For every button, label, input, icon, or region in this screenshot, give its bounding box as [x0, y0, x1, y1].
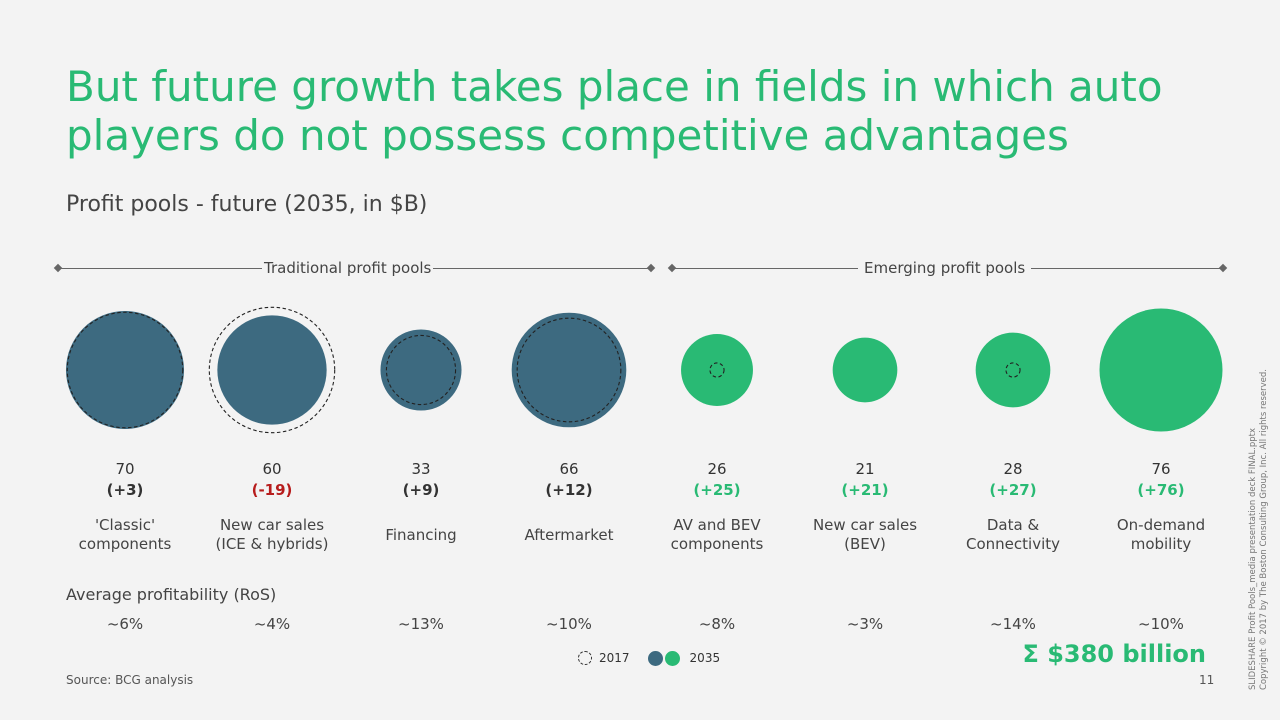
- delta-7: (+76): [1137, 481, 1185, 499]
- bubble-2017-outline-2: [385, 334, 457, 406]
- value-2035-6: 28: [1003, 460, 1023, 478]
- category-label-2: Financing: [346, 514, 496, 556]
- bubble-2035-2: [380, 329, 462, 411]
- legend-2035-traditional-swatch: [647, 650, 663, 666]
- legend-2017-swatch: [578, 651, 592, 665]
- bubble-2035-7: [1099, 308, 1223, 432]
- delta-5: (+21): [841, 481, 889, 499]
- bubble-2035-6: [975, 332, 1051, 408]
- bubble-2035-1: [217, 315, 327, 425]
- value-2035-2: 33: [411, 460, 431, 478]
- source-note: Source: BCG analysis: [66, 673, 194, 687]
- bubble-2035-4: [681, 334, 753, 406]
- delta-4: (+25): [693, 481, 741, 499]
- chart-subtitle: Profit pools - future (2035, in $B): [66, 192, 428, 217]
- copyright-line: SLIDESHARE Profit Pools_media presentati…: [1248, 427, 1258, 690]
- ros-value-4: ~8%: [698, 615, 736, 633]
- ros-value-3: ~10%: [546, 615, 592, 633]
- category-label-3: Aftermarket: [494, 514, 644, 556]
- ros-value-2: ~13%: [398, 615, 444, 633]
- delta-6: (+27): [989, 481, 1037, 499]
- delta-3: (+12): [545, 481, 593, 499]
- bubble-2035-3: [511, 312, 627, 428]
- bubble-2035-0: [65, 310, 185, 430]
- emerging-group-label: Emerging profit pools: [858, 259, 1032, 277]
- value-2035-1: 60: [262, 460, 282, 478]
- delta-2: (+9): [402, 481, 440, 499]
- ros-value-5: ~3%: [846, 615, 884, 633]
- bubble-2017-outline-3: [516, 317, 622, 423]
- legend-2035-emerging-swatch: [664, 650, 680, 666]
- category-label-6: Data & Connectivity: [938, 514, 1088, 556]
- ros-heading: Average profitability (RoS): [66, 585, 277, 604]
- category-label-4: AV and BEV components: [642, 514, 792, 556]
- traditional-group-label: Traditional profit pools: [262, 259, 434, 277]
- category-label-text: New car sales (BEV): [812, 516, 918, 553]
- category-label-5: New car sales (BEV): [790, 514, 940, 556]
- category-label-text: 'Classic' components: [78, 516, 172, 553]
- bubble-2017-outline-0: [66, 311, 184, 429]
- category-label-1: New car sales (ICE & hybrids): [197, 514, 347, 556]
- bubble-2017-outline-4: [709, 362, 725, 378]
- delta-1: (-19): [251, 481, 293, 499]
- page-title: But future growth takes place in fields …: [66, 62, 1163, 160]
- bubble-2017-outline-1: [208, 306, 336, 434]
- value-2035-7: 76: [1151, 460, 1171, 478]
- page-number: 11: [1199, 673, 1215, 687]
- category-label-0: 'Classic' components: [50, 514, 200, 556]
- ros-value-1: ~4%: [253, 615, 291, 633]
- bubble-chart: [65, 306, 1223, 434]
- legend: 2017 2035: [578, 648, 720, 668]
- category-label-text: Financing: [385, 525, 457, 544]
- category-label-text: Aftermarket: [524, 525, 614, 544]
- category-label-text: New car sales (ICE & hybrids): [215, 516, 329, 553]
- bubble-2017-outline-6: [1005, 362, 1021, 378]
- ros-value-7: ~10%: [1138, 615, 1184, 633]
- value-2035-0: 70: [115, 460, 135, 478]
- copyright-note: SLIDESHARE Profit Pools_media presentati…: [1248, 368, 1270, 690]
- ros-value-0: ~6%: [106, 615, 144, 633]
- value-2035-5: 21: [855, 460, 875, 478]
- copyright-line: Copyright © 2017 by The Boston Consultin…: [1259, 368, 1269, 690]
- category-label-text: Data & Connectivity: [966, 516, 1060, 553]
- category-label-text: On-demand mobility: [1116, 516, 1206, 553]
- legend-2017-label: 2017: [599, 651, 630, 665]
- delta-0: (+3): [106, 481, 144, 499]
- ros-value-6: ~14%: [990, 615, 1036, 633]
- category-label-text: AV and BEV components: [670, 516, 764, 553]
- value-2035-3: 66: [559, 460, 579, 478]
- value-2035-4: 26: [707, 460, 727, 478]
- legend-2035-label: 2035: [689, 651, 721, 665]
- total-sum: Σ $380 billion: [1022, 640, 1206, 668]
- category-label-7: On-demand mobility: [1086, 514, 1236, 556]
- bubble-2035-5: [832, 337, 898, 403]
